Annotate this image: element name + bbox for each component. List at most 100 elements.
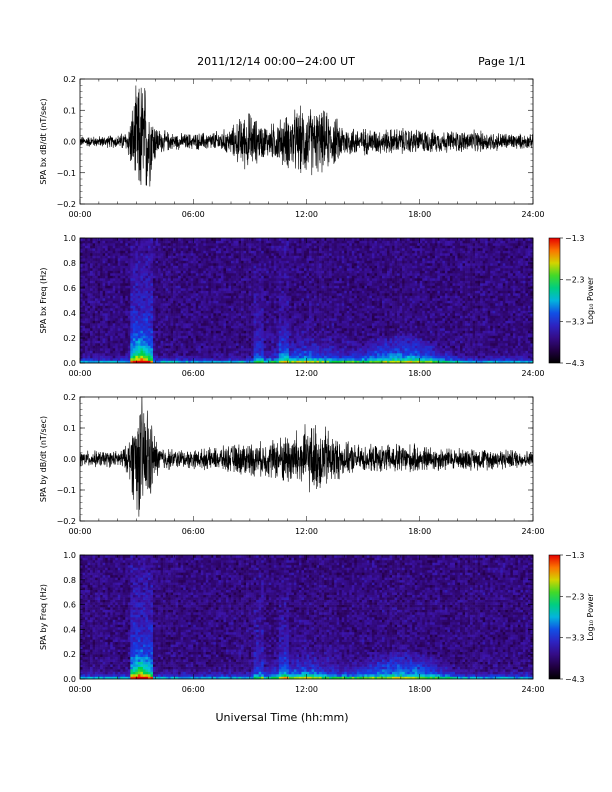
heatmap-cell	[256, 286, 259, 289]
heatmap-cell	[95, 336, 98, 339]
heatmap-cell	[241, 331, 244, 334]
heatmap-cell	[201, 273, 204, 276]
heatmap-cell	[186, 266, 189, 269]
heatmap-cell	[120, 358, 123, 361]
heatmap-cell	[113, 268, 116, 271]
heatmap-cell	[163, 358, 166, 361]
heatmap-cell	[254, 326, 257, 329]
heatmap-cell	[90, 336, 93, 339]
heatmap-cell	[110, 358, 113, 361]
heatmap-cell	[90, 311, 93, 314]
heatmap-cell	[256, 338, 259, 341]
heatmap-cell	[103, 331, 106, 334]
heatmap-cell	[317, 241, 320, 244]
heatmap-cell	[279, 253, 282, 256]
heatmap-cell	[85, 246, 88, 249]
heatmap-cell	[171, 263, 174, 266]
heatmap-cell	[274, 343, 277, 346]
heatmap-cell	[90, 348, 93, 351]
heatmap-cell	[133, 353, 136, 356]
heatmap-cell	[85, 348, 88, 351]
heatmap-cell	[291, 276, 294, 279]
heatmap-cell	[307, 281, 310, 284]
heatmap-cell	[135, 276, 138, 279]
heatmap-cell	[123, 263, 126, 266]
heatmap-cell	[150, 306, 153, 309]
heatmap-cell	[100, 281, 103, 284]
heatmap-cell	[213, 336, 216, 339]
heatmap-cell	[236, 238, 239, 241]
heatmap-cell	[140, 273, 143, 276]
heatmap-cell	[161, 316, 164, 319]
heatmap-cell	[133, 276, 136, 279]
heatmap-cell	[98, 253, 101, 256]
heatmap-cell	[105, 351, 108, 354]
heatmap-cell	[148, 283, 151, 286]
heatmap-cell	[276, 276, 279, 279]
heatmap-cell	[110, 353, 113, 356]
heatmap-cell	[93, 296, 96, 299]
heatmap-cell	[203, 246, 206, 249]
heatmap-cell	[130, 333, 133, 336]
heatmap-cell	[234, 328, 237, 331]
heatmap-cell	[125, 256, 128, 259]
heatmap-cell	[130, 241, 133, 244]
heatmap-cell	[269, 298, 272, 301]
heatmap-cell	[153, 346, 156, 349]
heatmap-cell	[299, 298, 302, 301]
heatmap-cell	[193, 283, 196, 286]
heatmap-cell	[228, 351, 231, 354]
heatmap-cell	[213, 318, 216, 321]
heatmap-cell	[254, 251, 257, 254]
heatmap-cell	[296, 258, 299, 261]
heatmap-cell	[211, 313, 214, 316]
heatmap-cell	[148, 291, 151, 294]
heatmap-cell	[103, 326, 106, 329]
heatmap-cell	[296, 326, 299, 329]
heatmap-cell	[171, 246, 174, 249]
heatmap-cell	[201, 311, 204, 314]
heatmap-cell	[286, 331, 289, 334]
heatmap-cell	[115, 321, 118, 324]
heatmap-cell	[299, 328, 302, 331]
heatmap-cell	[103, 311, 106, 314]
heatmap-cell	[186, 271, 189, 274]
heatmap-cell	[171, 271, 174, 274]
heatmap-cell	[138, 276, 141, 279]
heatmap-cell	[296, 313, 299, 316]
heatmap-cell	[228, 323, 231, 326]
heatmap-cell	[249, 288, 252, 291]
heatmap-cell	[291, 288, 294, 291]
heatmap-cell	[244, 356, 247, 359]
heatmap-cell	[145, 273, 148, 276]
heatmap-cell	[241, 356, 244, 359]
heatmap-cell	[246, 323, 249, 326]
heatmap-cell	[201, 276, 204, 279]
heatmap-cell	[90, 251, 93, 254]
heatmap-cell	[133, 311, 136, 314]
heatmap-cell	[105, 286, 108, 289]
heatmap-cell	[304, 298, 307, 301]
heatmap-cell	[125, 328, 128, 331]
heatmap-cell	[254, 353, 257, 356]
heatmap-cell	[148, 286, 151, 289]
heatmap-cell	[125, 273, 128, 276]
heatmap-cell	[299, 303, 302, 306]
heatmap-cell	[103, 243, 106, 246]
heatmap-cell	[128, 273, 131, 276]
heatmap-cell	[234, 318, 237, 321]
heatmap-cell	[130, 351, 133, 354]
heatmap-cell	[301, 278, 304, 281]
heatmap-cell	[196, 261, 199, 264]
heatmap-cell	[206, 341, 209, 344]
heatmap-cell	[120, 283, 123, 286]
heatmap-cell	[148, 328, 151, 331]
heatmap-cell	[223, 271, 226, 274]
heatmap-cell	[231, 296, 234, 299]
heatmap-cell	[193, 321, 196, 324]
heatmap-cell	[168, 241, 171, 244]
heatmap-cell	[231, 276, 234, 279]
heatmap-cell	[138, 246, 141, 249]
heatmap-cell	[226, 273, 229, 276]
heatmap-cell	[163, 276, 166, 279]
